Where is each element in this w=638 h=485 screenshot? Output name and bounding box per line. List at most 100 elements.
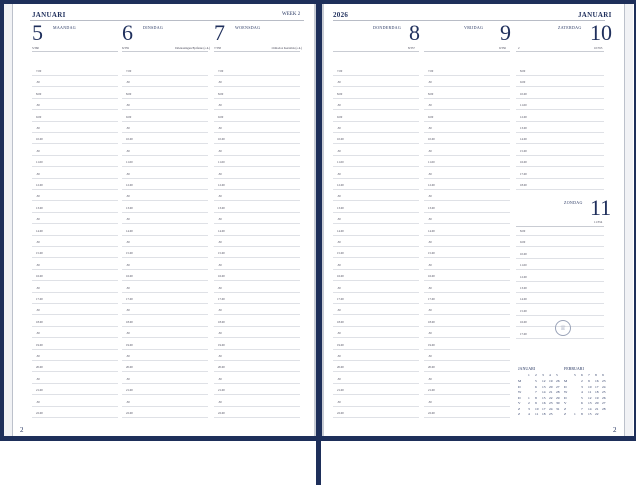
time-label: 9.00 (36, 114, 42, 119)
left-month: JANUARI (32, 11, 66, 19)
time-line (32, 143, 118, 145)
weekday-label: W (518, 390, 522, 394)
time-line (122, 405, 208, 407)
time-label: 13.00 (337, 205, 344, 210)
calendar-day: 6 (535, 384, 537, 389)
calendar-day: 18 (542, 412, 546, 416)
time-label: 9.00 (428, 114, 434, 119)
calendar-day: 5 (581, 395, 583, 400)
weekday-label: V (564, 401, 567, 405)
time-line (122, 143, 208, 145)
time-line (32, 417, 118, 418)
time-label: .30 (126, 126, 130, 130)
time-line (424, 246, 510, 247)
time-label: 11.00 (218, 160, 225, 165)
time-line (424, 120, 510, 122)
time-line (122, 417, 208, 418)
calendar-day: 27 (602, 401, 606, 405)
time-line (122, 268, 208, 270)
divider (424, 51, 510, 52)
time-label: .30 (218, 171, 222, 176)
calendar-day: 29 (556, 395, 560, 400)
time-line (122, 394, 208, 396)
time-label: 9.00 (337, 114, 343, 119)
time-line (333, 177, 419, 179)
time-line (333, 120, 419, 122)
time-label: 19.00 (126, 342, 133, 347)
time-label: 8.00 (428, 91, 434, 96)
time-line (32, 177, 118, 179)
time-line (122, 280, 208, 282)
weekday-label: M (518, 379, 522, 383)
time-label: 8.00 (218, 91, 224, 96)
time-line (214, 97, 300, 99)
calendar-day: 3 (528, 406, 530, 411)
time-label: .30 (126, 171, 130, 176)
time-label: 13.00 (218, 205, 225, 210)
time-line (333, 303, 419, 304)
time-line (516, 109, 604, 111)
time-label: .30 (36, 240, 40, 244)
time-line (32, 132, 118, 133)
time-line (424, 97, 510, 99)
time-line (214, 394, 300, 396)
calendar-day: 21 (595, 406, 599, 411)
time-label: .30 (126, 262, 130, 267)
time-line (122, 257, 208, 259)
time-line (333, 234, 419, 236)
calendar-day: 22 (595, 412, 599, 416)
time-label: .30 (36, 354, 40, 358)
time-label: 14.00 (36, 228, 43, 233)
time-line (516, 75, 604, 76)
calendar-day: 23 (602, 379, 606, 383)
calendar-day: 28 (556, 390, 560, 394)
time-line (122, 75, 208, 76)
year: 2026 (333, 11, 349, 19)
calendar-day: 1 (574, 412, 576, 416)
time-line (122, 337, 208, 339)
time-line (122, 154, 208, 156)
calendar-day: 23 (549, 401, 553, 405)
time-label: 18.00 (126, 319, 133, 324)
time-label: .30 (126, 103, 130, 108)
calendar-day: 17 (542, 406, 546, 411)
time-line (32, 360, 118, 361)
time-label: 8.00 (36, 91, 42, 96)
time-line (32, 246, 118, 247)
time-line (424, 154, 510, 156)
time-line (516, 120, 604, 122)
holiday-note: Driekoningen/Epifanie (o.h.) (175, 46, 210, 50)
time-label: 12.00 (520, 114, 527, 119)
day-name: DINSDAG (143, 25, 164, 30)
time-line (333, 86, 419, 88)
time-line (214, 154, 300, 156)
time-line (214, 109, 300, 111)
time-label: 22.00 (126, 411, 133, 415)
time-line (424, 189, 510, 190)
time-label: 17.00 (126, 297, 133, 301)
time-label: 16.00 (520, 160, 527, 165)
day-number: 8 (409, 20, 420, 45)
time-line (333, 109, 419, 111)
time-label: 19.00 (36, 342, 43, 347)
time-label: .30 (337, 399, 341, 404)
time-line (214, 177, 300, 179)
time-line (516, 257, 604, 259)
week-number: 9 (602, 373, 604, 377)
time-line (516, 235, 604, 236)
time-line (424, 109, 510, 111)
time-label: .30 (36, 217, 40, 222)
day-name: MAANDAG (53, 25, 76, 30)
time-line (333, 417, 419, 418)
calendar-day: 11 (535, 412, 539, 416)
calendar-day: 19 (549, 379, 553, 383)
time-line (122, 371, 208, 373)
divider (32, 51, 118, 52)
time-label: .30 (337, 217, 341, 222)
week-number: 5 (556, 373, 558, 377)
weekday-label: W (564, 390, 568, 394)
day-info: 11/354 (594, 220, 603, 224)
time-label: .30 (218, 354, 222, 358)
time-line (122, 211, 208, 213)
calendar-day: 25 (549, 412, 553, 416)
